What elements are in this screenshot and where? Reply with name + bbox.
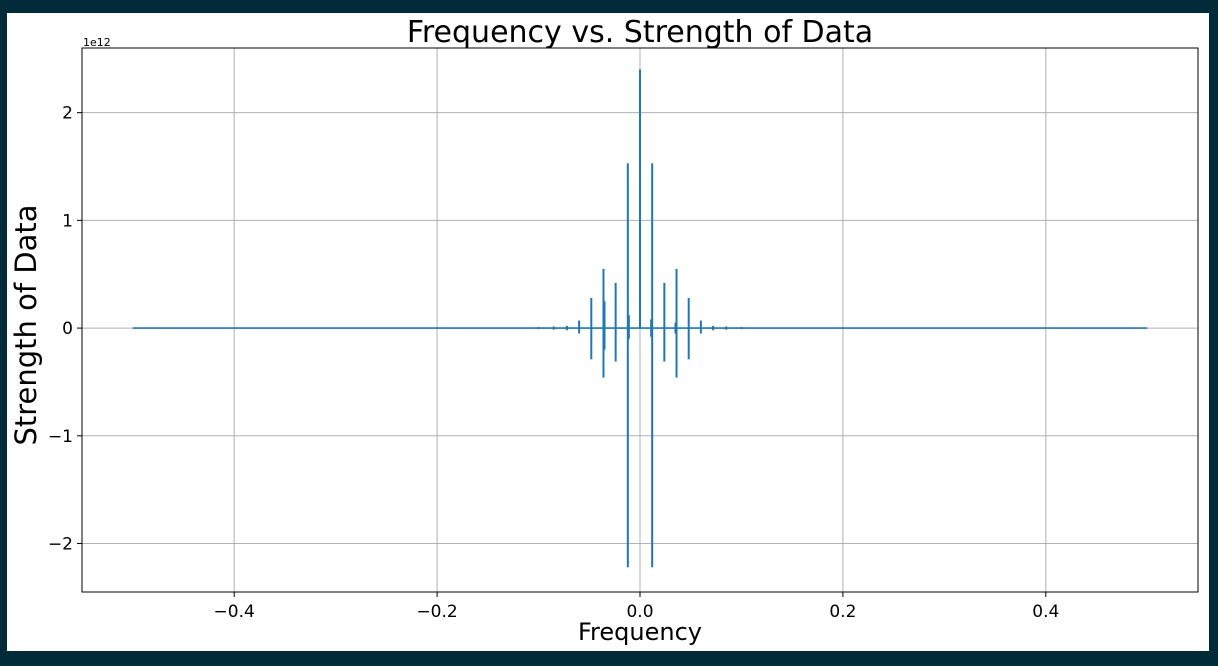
y-axis-label: Strength of Data <box>9 204 43 445</box>
x-axis-label: Frequency <box>578 618 702 646</box>
y-axis-ticks: −2 −1 0 1 2 <box>48 104 82 555</box>
y-tick-label: 0 <box>62 319 73 339</box>
y-tick-label: −1 <box>48 427 73 447</box>
chart-figure: Frequency vs. Strength of Data 1e12 −0.4… <box>7 13 1209 651</box>
y-tick-label: 1 <box>62 211 73 231</box>
x-tick-label: −0.2 <box>416 602 457 622</box>
x-tick-label: 0.4 <box>1032 602 1059 622</box>
data-series-line <box>132 69 1148 568</box>
x-tick-label: 0.0 <box>626 602 653 622</box>
x-tick-label: −0.4 <box>214 602 255 622</box>
y-axis-offset-label: 1e12 <box>83 36 111 49</box>
x-axis-ticks: −0.4 −0.2 0.0 0.2 0.4 <box>214 592 1059 622</box>
x-tick-label: 0.2 <box>829 602 856 622</box>
chart-svg: Frequency vs. Strength of Data 1e12 −0.4… <box>9 15 1199 646</box>
y-tick-label: 2 <box>62 104 73 124</box>
chart-title: Frequency vs. Strength of Data <box>407 15 873 50</box>
y-tick-label: −2 <box>48 535 73 555</box>
